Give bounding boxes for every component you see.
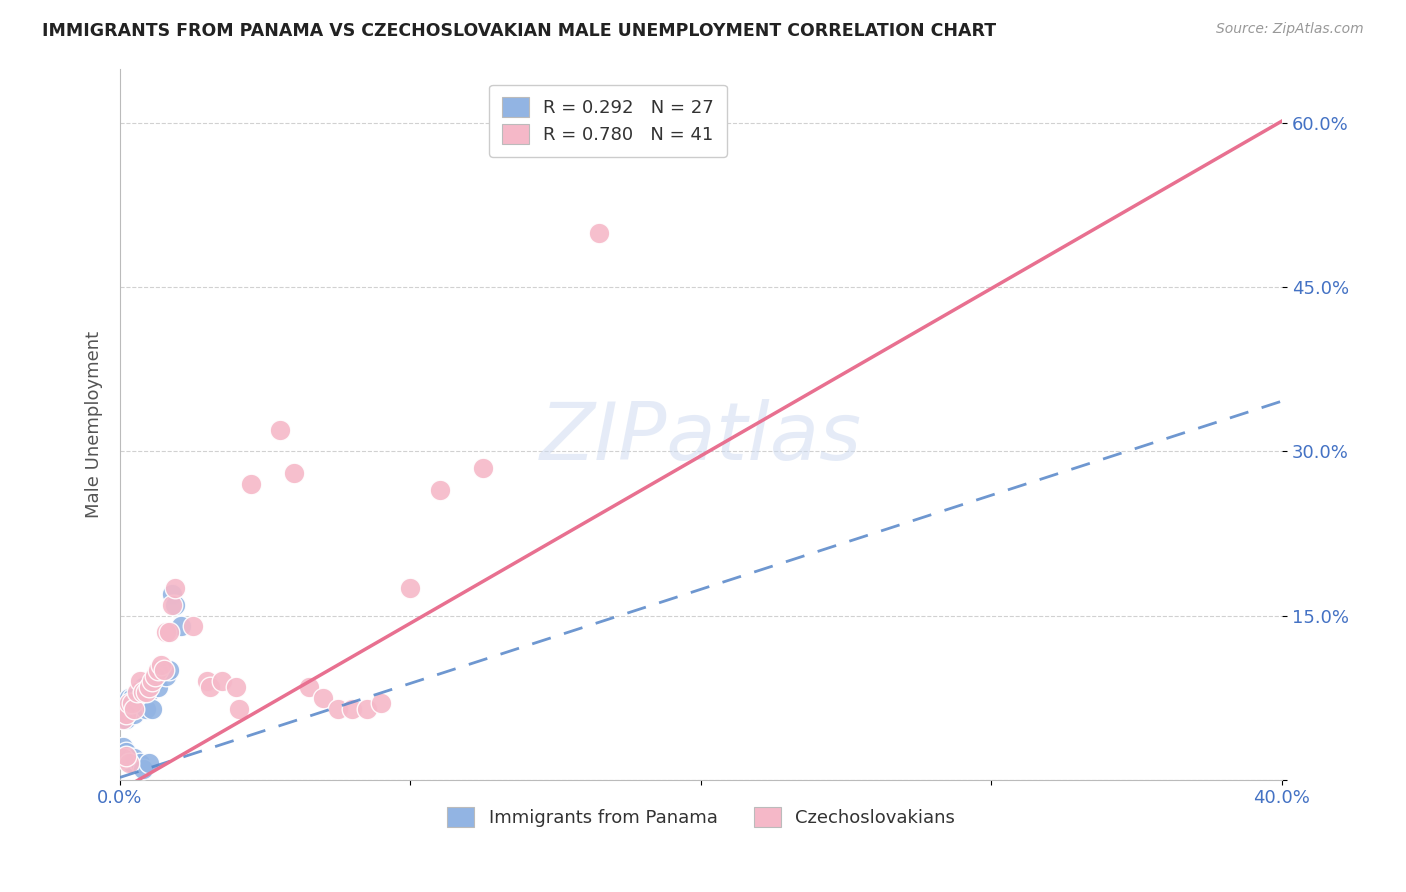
Point: [111, 713, 134, 727]
Point: [225, 680, 247, 694]
Point: [195, 674, 218, 689]
Point: [152, 663, 174, 677]
Point: [141, 701, 163, 715]
Point: [429, 483, 451, 497]
Point: [588, 226, 610, 240]
Point: [114, 706, 136, 721]
Point: [121, 696, 143, 710]
Point: [111, 739, 134, 754]
Point: [269, 423, 291, 437]
Y-axis label: Male Unemployment: Male Unemployment: [86, 331, 103, 517]
Point: [121, 756, 143, 771]
Point: [146, 680, 169, 694]
Point: [132, 762, 155, 776]
Legend: Immigrants from Panama, Czechoslovakians: Immigrants from Panama, Czechoslovakians: [440, 800, 962, 835]
Point: [211, 674, 233, 689]
Text: Source: ZipAtlas.com: Source: ZipAtlas.com: [1216, 22, 1364, 37]
Point: [132, 680, 155, 694]
Point: [326, 701, 349, 715]
Point: [149, 657, 172, 672]
Point: [370, 696, 392, 710]
Point: [114, 713, 136, 727]
Point: [118, 756, 141, 771]
Point: [127, 685, 149, 699]
Point: [129, 674, 152, 689]
Point: [165, 598, 187, 612]
Point: [399, 581, 422, 595]
Point: [152, 663, 174, 677]
Point: [146, 663, 169, 677]
Point: [162, 598, 184, 612]
Point: [298, 680, 321, 694]
Point: [114, 745, 136, 759]
Point: [138, 756, 160, 771]
Point: [111, 750, 134, 764]
Point: [155, 668, 177, 682]
Point: [124, 750, 146, 764]
Point: [228, 701, 250, 715]
Point: [239, 477, 262, 491]
Point: [118, 696, 141, 710]
Point: [143, 668, 166, 682]
Point: [118, 690, 141, 705]
Point: [118, 750, 141, 764]
Point: [127, 696, 149, 710]
Point: [170, 619, 193, 633]
Point: [198, 680, 221, 694]
Point: [181, 619, 204, 633]
Point: [129, 690, 152, 705]
Point: [165, 581, 187, 595]
Point: [143, 674, 166, 689]
Point: [155, 624, 177, 639]
Point: [472, 460, 495, 475]
Point: [121, 690, 143, 705]
Point: [342, 701, 364, 715]
Point: [162, 587, 184, 601]
Point: [135, 685, 157, 699]
Point: [356, 701, 378, 715]
Point: [132, 685, 155, 699]
Point: [312, 690, 335, 705]
Point: [157, 624, 180, 639]
Point: [138, 680, 160, 694]
Point: [157, 663, 180, 677]
Text: IMMIGRANTS FROM PANAMA VS CZECHOSLOVAKIAN MALE UNEMPLOYMENT CORRELATION CHART: IMMIGRANTS FROM PANAMA VS CZECHOSLOVAKIA…: [42, 22, 997, 40]
Point: [138, 685, 160, 699]
Point: [124, 701, 146, 715]
Point: [111, 713, 134, 727]
Text: ZIPatlas: ZIPatlas: [540, 400, 862, 477]
Point: [141, 674, 163, 689]
Point: [283, 467, 305, 481]
Point: [135, 701, 157, 715]
Point: [124, 706, 146, 721]
Point: [114, 748, 136, 763]
Point: [129, 756, 152, 771]
